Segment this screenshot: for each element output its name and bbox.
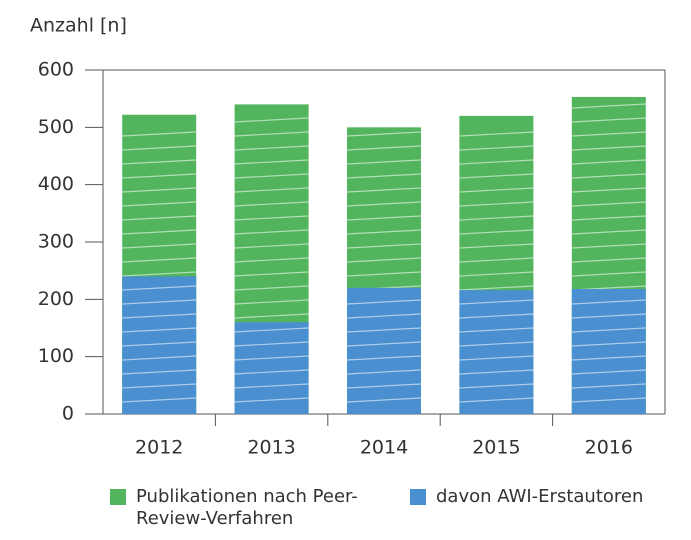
y-tick-label: 400	[38, 173, 74, 195]
legend-item: Publikationen nach Peer-Review-Verfahren	[110, 486, 400, 530]
page: Anzahl [n] 0 100 200 300 400 500 600 2012 2013 20…	[0, 0, 691, 540]
x-tick-label: 2015	[472, 437, 520, 459]
legend-label: davon AWI-Erstautoren	[436, 486, 643, 508]
y-tick-label: 500	[38, 116, 74, 138]
y-tick-label: 0	[62, 403, 74, 425]
x-tick-label: 2016	[585, 437, 633, 459]
y-axis-label: Anzahl [n]	[30, 15, 127, 37]
y-tick-label: 600	[38, 59, 74, 81]
legend-swatch	[110, 489, 126, 505]
legend-label: Publikationen nach Peer-Review-Verfahren	[136, 486, 386, 530]
legend-swatch	[410, 489, 426, 505]
chart: Anzahl [n] 0 100 200 300 400 500 600 2012 2013 20…	[0, 0, 691, 480]
x-tick-label: 2012	[135, 437, 183, 459]
bar	[459, 290, 533, 414]
y-tick-label: 100	[38, 345, 74, 367]
legend-item: davon AWI-Erstautoren	[410, 486, 680, 508]
y-tick-label: 300	[38, 231, 74, 253]
x-tick-label: 2013	[247, 437, 295, 459]
y-tick-label: 200	[38, 288, 74, 310]
bar	[572, 289, 646, 414]
x-tick-label: 2014	[360, 437, 408, 459]
bar	[347, 288, 421, 414]
